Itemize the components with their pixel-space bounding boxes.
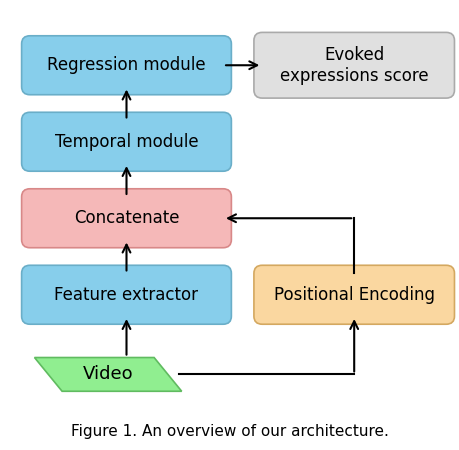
Text: Evoked
expressions score: Evoked expressions score — [279, 46, 428, 85]
Text: Feature extractor: Feature extractor — [54, 286, 198, 304]
Text: Video: Video — [83, 365, 133, 383]
Text: Positional Encoding: Positional Encoding — [273, 286, 434, 304]
FancyBboxPatch shape — [22, 112, 231, 171]
FancyBboxPatch shape — [253, 32, 453, 98]
Text: Figure 1. An overview of our architecture.: Figure 1. An overview of our architectur… — [71, 424, 388, 439]
FancyBboxPatch shape — [22, 266, 231, 324]
FancyBboxPatch shape — [22, 189, 231, 248]
Text: Concatenate: Concatenate — [73, 209, 179, 227]
Polygon shape — [34, 357, 181, 391]
Text: Temporal module: Temporal module — [55, 133, 198, 151]
FancyBboxPatch shape — [22, 36, 231, 95]
Text: Regression module: Regression module — [47, 56, 205, 74]
FancyBboxPatch shape — [253, 266, 453, 324]
